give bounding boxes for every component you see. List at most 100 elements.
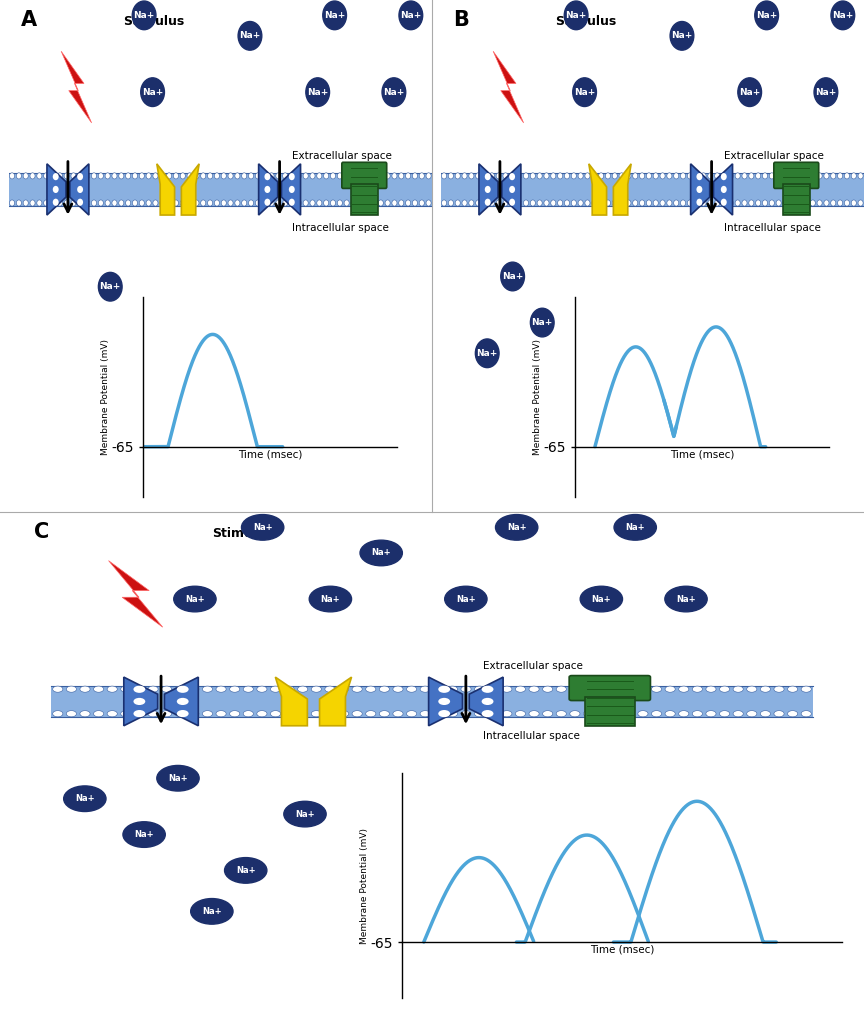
Circle shape xyxy=(678,686,689,692)
Circle shape xyxy=(200,173,206,179)
Circle shape xyxy=(379,711,390,717)
Circle shape xyxy=(632,173,638,179)
Circle shape xyxy=(214,200,219,206)
Circle shape xyxy=(509,199,515,206)
X-axis label: Time (msec): Time (msec) xyxy=(590,945,654,954)
Circle shape xyxy=(420,686,430,692)
Circle shape xyxy=(790,200,795,206)
Circle shape xyxy=(379,686,390,692)
Polygon shape xyxy=(479,164,498,215)
Circle shape xyxy=(132,200,137,206)
Circle shape xyxy=(360,541,403,565)
Circle shape xyxy=(53,186,59,193)
Circle shape xyxy=(550,173,556,179)
Circle shape xyxy=(837,173,842,179)
Circle shape xyxy=(681,200,686,206)
Text: Na+: Na+ xyxy=(816,88,836,96)
Circle shape xyxy=(148,686,158,692)
Text: Na+: Na+ xyxy=(456,595,476,603)
Circle shape xyxy=(509,173,515,180)
Circle shape xyxy=(501,262,524,291)
Circle shape xyxy=(50,173,55,179)
Polygon shape xyxy=(429,677,462,726)
Circle shape xyxy=(225,858,267,883)
Circle shape xyxy=(310,173,315,179)
Circle shape xyxy=(311,686,321,692)
Circle shape xyxy=(564,200,569,206)
Circle shape xyxy=(688,200,692,206)
Circle shape xyxy=(378,173,384,179)
Circle shape xyxy=(817,200,823,206)
Circle shape xyxy=(256,173,260,179)
Circle shape xyxy=(167,173,172,179)
Circle shape xyxy=(502,686,512,692)
Circle shape xyxy=(160,173,165,179)
Circle shape xyxy=(324,173,328,179)
Circle shape xyxy=(71,200,76,206)
Circle shape xyxy=(157,766,200,791)
Circle shape xyxy=(85,200,90,206)
Text: Stimulus: Stimulus xyxy=(212,527,273,541)
Circle shape xyxy=(720,686,730,692)
Circle shape xyxy=(105,200,111,206)
Circle shape xyxy=(624,711,634,717)
Circle shape xyxy=(351,173,356,179)
Circle shape xyxy=(701,173,706,179)
Circle shape xyxy=(405,173,410,179)
Circle shape xyxy=(92,173,97,179)
Polygon shape xyxy=(181,164,199,215)
Circle shape xyxy=(330,200,335,206)
Polygon shape xyxy=(164,677,199,726)
Circle shape xyxy=(216,686,226,692)
Circle shape xyxy=(720,711,730,717)
Circle shape xyxy=(93,686,104,692)
Circle shape xyxy=(817,173,823,179)
Circle shape xyxy=(351,200,356,206)
Circle shape xyxy=(583,686,594,692)
Circle shape xyxy=(174,173,179,179)
Circle shape xyxy=(762,173,767,179)
Circle shape xyxy=(638,686,648,692)
Circle shape xyxy=(98,173,104,179)
Circle shape xyxy=(44,173,48,179)
Circle shape xyxy=(651,711,662,717)
Circle shape xyxy=(325,686,335,692)
Circle shape xyxy=(442,173,447,179)
Circle shape xyxy=(153,173,158,179)
Text: Na+: Na+ xyxy=(307,88,328,96)
Circle shape xyxy=(461,711,471,717)
Text: Na+: Na+ xyxy=(565,11,587,19)
Text: Na+: Na+ xyxy=(202,907,222,915)
Circle shape xyxy=(148,711,158,717)
Circle shape xyxy=(188,711,199,717)
Circle shape xyxy=(382,78,406,106)
Circle shape xyxy=(412,173,417,179)
Circle shape xyxy=(228,200,233,206)
Circle shape xyxy=(469,173,474,179)
Text: Na+: Na+ xyxy=(133,11,155,19)
Circle shape xyxy=(37,173,42,179)
Circle shape xyxy=(530,200,536,206)
Circle shape xyxy=(235,173,240,179)
Circle shape xyxy=(624,686,634,692)
Circle shape xyxy=(481,686,493,693)
Circle shape xyxy=(485,199,491,206)
Circle shape xyxy=(57,200,62,206)
Circle shape xyxy=(177,710,188,717)
Circle shape xyxy=(405,200,410,206)
Circle shape xyxy=(830,200,835,206)
Circle shape xyxy=(352,686,362,692)
Circle shape xyxy=(474,711,485,717)
Circle shape xyxy=(721,199,727,206)
Circle shape xyxy=(482,200,487,206)
Circle shape xyxy=(438,698,450,705)
Circle shape xyxy=(323,1,346,30)
Circle shape xyxy=(216,711,226,717)
Circle shape xyxy=(426,173,431,179)
Circle shape xyxy=(289,199,295,206)
Circle shape xyxy=(243,711,253,717)
Circle shape xyxy=(814,78,838,106)
Circle shape xyxy=(515,686,525,692)
Text: Extracellular space: Extracellular space xyxy=(483,660,582,671)
Circle shape xyxy=(810,200,816,206)
